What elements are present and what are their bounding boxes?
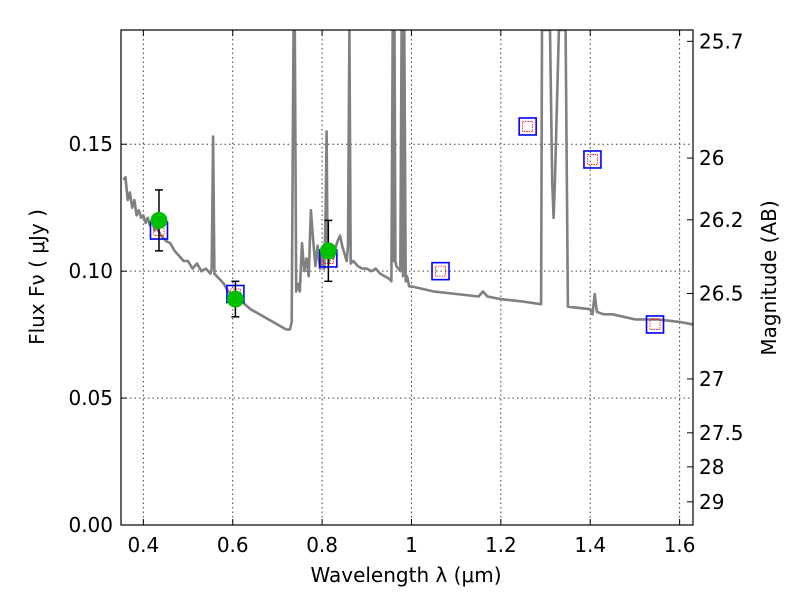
model-band-inner xyxy=(522,121,534,132)
y-tick-label: 0.00 xyxy=(68,513,113,537)
mag-tick-label: 26 xyxy=(699,146,724,170)
observed-point xyxy=(226,290,244,308)
mag-tick-label: 26.2 xyxy=(699,208,744,232)
x-tick-label: 1.6 xyxy=(664,533,696,557)
model-band-inner xyxy=(435,265,446,277)
plot-data xyxy=(122,30,693,334)
model-band-inner xyxy=(587,154,598,165)
mag-tick-label: 27 xyxy=(699,367,724,391)
observed-point xyxy=(150,211,168,229)
mag-tick-label: 25.7 xyxy=(699,29,744,53)
y-tick-label: 0.15 xyxy=(68,132,113,156)
mag-tick-label: 26.5 xyxy=(699,281,744,305)
x-axis-label: Wavelength λ (μm) xyxy=(310,563,501,587)
y-axis-label: Flux Fν ( μJy ) xyxy=(25,209,49,345)
observed-point xyxy=(319,242,337,260)
model-band-box xyxy=(645,315,665,334)
model-band-inner xyxy=(649,319,661,330)
right-axis-label: Magnitude (AB) xyxy=(757,200,781,355)
model-band-box xyxy=(583,150,602,169)
mag-tick-label: 29 xyxy=(699,490,724,514)
ticks: 0.4 0.6 0.8 1 1.2 1.4 1.6 0.00 0.05 0.10 0.15 25.7 2… xyxy=(68,29,743,557)
x-tick-label: 0.4 xyxy=(127,533,159,557)
x-tick-label: 0.6 xyxy=(217,533,249,557)
x-tick-label: 1.4 xyxy=(574,533,606,557)
plot-frame xyxy=(120,29,694,526)
mag-tick-label: 27.5 xyxy=(699,421,744,445)
x-tick-label: 1.2 xyxy=(485,533,517,557)
x-tick-label: 1 xyxy=(405,533,418,557)
y-tick-label: 0.10 xyxy=(68,259,113,283)
x-tick-label: 0.8 xyxy=(306,533,338,557)
y-tick-label: 0.05 xyxy=(68,386,113,410)
mag-tick-label: 28 xyxy=(699,455,724,479)
model-band-box xyxy=(518,117,537,136)
model-band-box xyxy=(431,261,450,281)
